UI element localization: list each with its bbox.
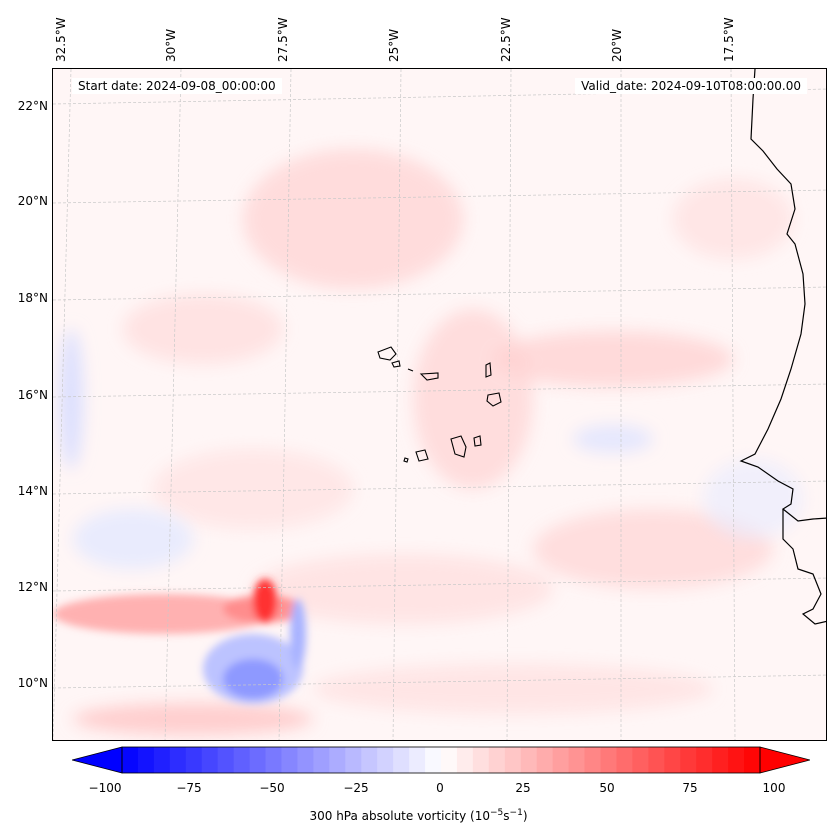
lon-label-30w: 30°W <box>164 28 178 62</box>
colorbar-cell <box>217 747 235 773</box>
colorbar-cell <box>456 747 474 773</box>
colorbar-cell <box>552 747 570 773</box>
colorbar-cell <box>712 747 729 773</box>
lon-label-32-5w: 32.5°W <box>54 17 68 62</box>
colorbar-cell <box>584 747 601 773</box>
lat-label-18n: 18°N <box>17 291 48 305</box>
colorbar-cell <box>265 747 282 773</box>
colorbar-tick: 0 <box>436 781 444 795</box>
colorbar-tick: −75 <box>176 781 202 795</box>
graticule <box>53 69 826 740</box>
colorbar-cell <box>664 747 681 773</box>
lon-label-20w: 20°W <box>610 28 624 62</box>
colorbar <box>72 746 810 774</box>
colorbar-title-exp2: −1 <box>509 808 523 818</box>
lon-label-27-5w: 27.5°W <box>276 17 290 62</box>
lat-label-10n: 10°N <box>17 676 48 690</box>
start-date-label: Start date: 2024-09-08_00:00:00 <box>72 78 282 94</box>
colorbar-tick: 25 <box>515 781 531 795</box>
colorbar-cell <box>122 747 139 773</box>
lat-label-14n: 14°N <box>17 484 48 498</box>
colorbar-cell <box>297 747 314 773</box>
lon-label-25w: 25°W <box>387 28 401 62</box>
colorbar-cell <box>169 747 187 773</box>
colorbar-cell <box>744 747 761 773</box>
cape-verde-islands <box>377 346 502 463</box>
colorbar-min-arrow <box>72 746 123 774</box>
lon-label-17-5w: 17.5°W <box>722 17 736 62</box>
colorbar-tick: 50 <box>599 781 615 795</box>
lat-label-12n: 12°N <box>17 580 48 594</box>
colorbar-cell <box>680 747 697 773</box>
colorbar-cell <box>728 747 745 773</box>
colorbar-title-prefix: 300 hPa absolute vorticity (10 <box>309 809 490 823</box>
vorticity-map <box>52 68 827 741</box>
colorbar-tick: 100 <box>762 781 786 795</box>
colorbar-cell <box>185 747 203 773</box>
colorbar-tick: 75 <box>682 781 698 795</box>
colorbar-cell <box>201 747 219 773</box>
colorbar-cell <box>233 747 251 773</box>
colorbar-cells <box>122 747 761 773</box>
colorbar-cell <box>313 747 330 773</box>
africa-coastline <box>739 69 826 625</box>
colorbar-cell <box>520 747 538 773</box>
vorticity-positive-field <box>73 149 793 735</box>
colorbar-cell <box>281 747 298 773</box>
colorbar-title-mid: s <box>503 809 510 823</box>
colorbar-cell <box>600 747 617 773</box>
map-field <box>53 69 826 740</box>
colorbar-title: 300 hPa absolute vorticity (10−5s−1) <box>0 808 837 823</box>
colorbar-cell <box>568 747 586 773</box>
colorbar-cell <box>377 747 394 773</box>
colorbar-cell <box>504 747 522 773</box>
vorticity-strong-feature <box>53 579 306 704</box>
colorbar-cell <box>393 747 410 773</box>
colorbar-frame <box>121 746 761 774</box>
colorbar-cell <box>632 747 649 773</box>
colorbar-title-exp1: −5 <box>490 808 504 818</box>
colorbar-cell <box>536 747 554 773</box>
colorbar-cell <box>153 747 171 773</box>
colorbar-cell <box>249 747 267 773</box>
colorbar-cell <box>472 747 490 773</box>
colorbar-cell <box>648 747 665 773</box>
lat-label-22n: 22°N <box>17 99 48 113</box>
colorbar-cell <box>488 747 506 773</box>
colorbar-cell <box>616 747 633 773</box>
lat-label-20n: 20°N <box>17 194 48 208</box>
colorbar-cell <box>345 747 362 773</box>
lon-label-22-5w: 22.5°W <box>499 17 513 62</box>
vorticity-negative-field <box>59 329 803 569</box>
colorbar-cell <box>696 747 713 773</box>
colorbar-title-suffix: ) <box>522 809 528 823</box>
colorbar-max-arrow <box>759 746 810 774</box>
colorbar-tick: −50 <box>259 781 285 795</box>
valid-date-label: Valid_date: 2024-09-10T08:00:00.00 <box>575 78 807 94</box>
colorbar-tick: −100 <box>88 781 122 795</box>
colorbar-cell <box>361 747 378 773</box>
colorbar-cell <box>425 747 442 773</box>
colorbar-cell <box>441 747 458 773</box>
colorbar-cell <box>329 747 346 773</box>
lat-label-16n: 16°N <box>17 388 48 402</box>
colorbar-cell <box>409 747 426 773</box>
colorbar-cell <box>137 747 155 773</box>
colorbar-tick: −25 <box>343 781 369 795</box>
